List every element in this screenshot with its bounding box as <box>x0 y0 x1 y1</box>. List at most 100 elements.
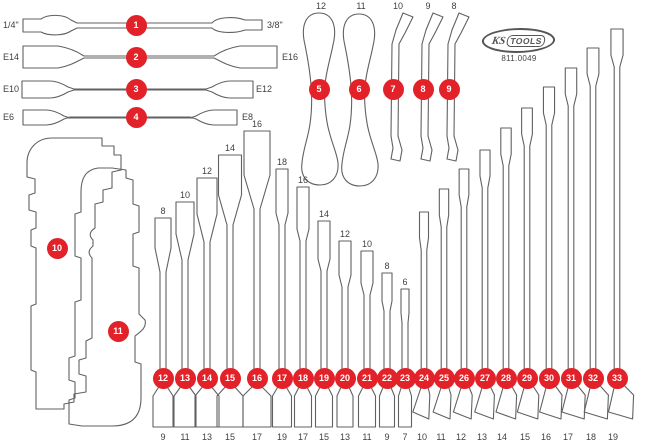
tool-outline-wrench-12 <box>152 217 174 428</box>
position-badge-13: 13 <box>174 367 196 389</box>
ks-tools-logo: KS TOOLS <box>480 28 558 53</box>
position-badge-19: 19 <box>313 367 335 389</box>
adapter-left-size-label-4: E6 <box>3 112 15 122</box>
wrench-bottom-size-label-29: 15 <box>519 432 530 442</box>
tool-outline-wrench-20 <box>336 240 354 428</box>
tool-outline-wrench-24 <box>412 211 431 420</box>
tool-outline-wrench-14 <box>194 177 220 428</box>
wrench-bottom-size-label-15: 15 <box>224 432 235 442</box>
tool-outline-adapter-3 <box>21 80 254 99</box>
position-badge-17: 17 <box>271 367 293 389</box>
wrench-bottom-size-label-28: 14 <box>496 432 507 442</box>
position-badge-16: 16 <box>246 367 268 389</box>
tool-outline-wrench-19 <box>314 220 334 428</box>
adapter-right-size-label-1: 3/8" <box>267 20 283 30</box>
tool-outline-wrench-33 <box>607 28 635 420</box>
wrench-bottom-size-label-13: 11 <box>180 432 190 442</box>
position-badge-33: 33 <box>606 367 628 389</box>
wrench-top-size-label-12: 8 <box>160 206 166 216</box>
tool-outline-pry-6 <box>341 13 379 187</box>
brand-logo: KS TOOLS 811.0049 <box>479 28 559 63</box>
tool-outline-wrench-21 <box>357 250 377 428</box>
wrench-bottom-size-label-20: 13 <box>339 432 350 442</box>
adapter-right-size-label-2: E16 <box>282 52 299 62</box>
wrench-bottom-size-label-22: 9 <box>384 432 390 442</box>
lever-size-label-7: 10 <box>392 1 403 11</box>
logo-ks-text: KS <box>491 35 507 47</box>
tool-outline-adapter-4 <box>22 109 238 126</box>
adapter-left-size-label-2: E14 <box>3 52 20 62</box>
position-badge-27: 27 <box>474 367 496 389</box>
wrench-top-size-label-18: 16 <box>297 175 308 185</box>
tool-outline-hook-8 <box>420 12 444 162</box>
position-badge-1: 1 <box>125 14 147 36</box>
tool-outline-template-10 <box>26 137 122 410</box>
position-badge-24: 24 <box>413 367 435 389</box>
wrench-top-size-label-16: 16 <box>251 119 262 129</box>
position-badge-25: 25 <box>433 367 455 389</box>
adapter-right-size-label-3: E12 <box>256 84 273 94</box>
tool-outline-wrench-28 <box>495 127 518 420</box>
wrench-bottom-size-label-26: 12 <box>455 432 466 442</box>
wrench-bottom-size-label-33: 19 <box>607 432 618 442</box>
adapter-left-size-label-3: E10 <box>3 84 20 94</box>
tool-outline-hook-9 <box>446 12 470 162</box>
tool-outline-wrench-32 <box>583 47 609 420</box>
position-badge-26: 26 <box>453 367 475 389</box>
position-badge-30: 30 <box>538 367 560 389</box>
position-badge-12: 12 <box>152 367 174 389</box>
position-badge-20: 20 <box>334 367 356 389</box>
tool-outline-adapter-2 <box>22 45 278 69</box>
position-badge-22: 22 <box>376 367 398 389</box>
lever-size-label-5: 12 <box>315 1 326 11</box>
wrench-top-size-label-23: 6 <box>402 277 408 287</box>
position-badge-14: 14 <box>196 367 218 389</box>
wrench-top-size-label-17: 18 <box>276 157 287 167</box>
position-badge-31: 31 <box>560 367 582 389</box>
tool-outline-wrench-17 <box>271 168 293 428</box>
wrench-top-size-label-14: 12 <box>201 166 212 176</box>
wrench-bottom-size-label-18: 17 <box>297 432 308 442</box>
position-badge-15: 15 <box>219 367 241 389</box>
wrench-top-size-label-22: 8 <box>384 261 390 271</box>
wrench-bottom-size-label-12: 9 <box>160 432 166 442</box>
wrench-top-size-label-19: 14 <box>318 209 329 219</box>
wrench-bottom-size-label-16: 17 <box>251 432 262 442</box>
adapter-right-size-label-4: E8 <box>242 112 254 122</box>
wrench-bottom-size-label-32: 18 <box>585 432 596 442</box>
logo-tools-text: TOOLS <box>506 35 547 47</box>
tool-outline-adapter-1 <box>22 14 263 36</box>
wrench-bottom-size-label-23: 7 <box>402 432 408 442</box>
tool-outline-wrench-25 <box>432 188 452 420</box>
wrench-bottom-size-label-24: 10 <box>416 432 427 442</box>
position-badge-8: 8 <box>412 78 434 100</box>
position-badge-9: 9 <box>438 78 460 100</box>
tool-outline-wrench-26 <box>452 168 473 420</box>
lever-size-label-9: 8 <box>451 1 457 11</box>
tool-outline-wrench-27 <box>474 149 495 420</box>
position-badge-23: 23 <box>394 367 416 389</box>
tool-outline-hook-7 <box>390 12 414 162</box>
position-badge-2: 2 <box>125 46 147 68</box>
wrench-bottom-size-label-31: 17 <box>562 432 573 442</box>
wrench-bottom-size-label-25: 11 <box>436 432 446 442</box>
wrench-bottom-size-label-17: 19 <box>276 432 287 442</box>
wrench-bottom-size-label-21: 11 <box>362 432 372 442</box>
position-badge-4: 4 <box>125 106 147 128</box>
position-badge-32: 32 <box>582 367 604 389</box>
tool-outline-wrench-22 <box>378 272 396 428</box>
position-badge-18: 18 <box>292 367 314 389</box>
tool-outline-wrench-29 <box>516 107 540 420</box>
part-number: 811.0049 <box>501 54 537 63</box>
position-badge-6: 6 <box>348 78 370 100</box>
wrench-bottom-size-label-27: 13 <box>476 432 487 442</box>
position-badge-7: 7 <box>382 78 404 100</box>
tool-outline-wrench-13 <box>173 201 197 428</box>
lever-size-label-6: 11 <box>356 1 366 11</box>
wrench-top-size-label-13: 10 <box>179 190 190 200</box>
tool-outline-wrench-18 <box>293 186 313 428</box>
position-badge-5: 5 <box>308 78 330 100</box>
position-badge-3: 3 <box>125 78 147 100</box>
tool-outline-pry-5 <box>301 12 339 186</box>
